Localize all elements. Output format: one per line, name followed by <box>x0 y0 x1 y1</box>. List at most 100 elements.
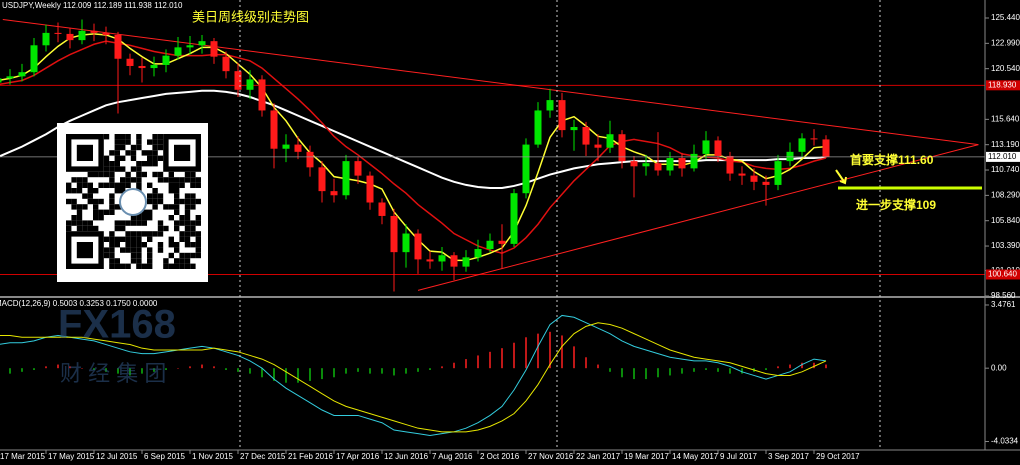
annotation: 进一步支撑109 <box>856 197 936 212</box>
qr-module <box>98 215 104 221</box>
qr-module <box>98 209 104 215</box>
macd-bar <box>57 364 59 369</box>
chart-title: 美日周线级别走势图 <box>192 9 309 24</box>
qr-module <box>114 182 120 188</box>
macd-bar <box>561 335 563 369</box>
qr-module <box>103 252 110 259</box>
x-tick-label: 9 Jul 2017 <box>720 452 757 461</box>
qr-module <box>71 204 77 210</box>
macd-bar <box>285 368 287 383</box>
level-label-box <box>986 80 1020 91</box>
qr-module <box>125 139 131 145</box>
qr-module <box>190 242 196 248</box>
qr-module <box>93 209 99 215</box>
level-label: 100.640 <box>988 270 1017 279</box>
moving-average <box>0 33 827 262</box>
qr-module <box>179 220 185 226</box>
candle-body <box>174 47 182 56</box>
qr-module <box>147 209 153 215</box>
qr-module <box>76 204 83 210</box>
candle-body <box>18 72 26 77</box>
macd-bar <box>429 368 431 370</box>
qr-module <box>168 182 174 188</box>
qr-module <box>114 166 120 172</box>
qr-module <box>93 198 99 205</box>
qr-module <box>174 182 180 188</box>
y-tick-label: 103.390 <box>991 241 1020 250</box>
candle-body <box>594 144 602 148</box>
qr-module <box>184 236 191 242</box>
qr-module <box>114 144 120 151</box>
macd-bar <box>789 364 791 369</box>
qr-module <box>168 252 174 259</box>
candle-body <box>150 64 158 69</box>
candle-body <box>798 138 806 152</box>
qr-module <box>125 150 131 156</box>
qr-module <box>190 182 196 188</box>
candle-body <box>270 110 278 149</box>
macd-bar <box>45 366 47 369</box>
qr-module <box>190 204 196 210</box>
qr-module <box>82 225 88 232</box>
qr-module <box>179 231 185 237</box>
macd-bar <box>345 368 347 374</box>
qr-module <box>157 247 164 253</box>
candle-body <box>474 249 482 258</box>
x-tick-label: 3 Sep 2017 <box>768 452 809 461</box>
qr-module <box>66 182 72 188</box>
qr-code <box>57 123 208 282</box>
qr-module <box>82 204 88 210</box>
qr-module <box>114 139 120 145</box>
macd-bar <box>117 368 119 374</box>
level-label-box <box>986 269 1020 280</box>
macd-line <box>0 322 827 433</box>
qr-module <box>120 247 126 253</box>
qr-module <box>71 220 77 226</box>
candle-body <box>354 161 362 176</box>
qr-module <box>174 263 180 269</box>
macd-bar <box>681 368 683 374</box>
qr-module <box>71 188 77 194</box>
macd-bar <box>33 368 35 370</box>
qr-module <box>125 182 131 188</box>
qr-module <box>174 204 180 210</box>
macd-bar <box>405 368 407 374</box>
qr-module <box>76 209 83 215</box>
qr-module <box>103 155 110 161</box>
qr-module <box>87 188 93 194</box>
qr-module <box>152 231 158 237</box>
qr-module <box>184 258 191 264</box>
candle-body <box>654 163 662 171</box>
candle-body <box>426 259 434 262</box>
annotation: 首要支撑111.60 <box>850 152 934 167</box>
qr-module <box>157 193 164 199</box>
qr-module <box>168 242 174 248</box>
candle-body <box>390 215 398 253</box>
macd-bar <box>477 355 479 369</box>
qr-module <box>76 220 83 226</box>
qr-module <box>103 182 110 188</box>
qr-module <box>152 204 158 210</box>
macd-bar <box>249 368 251 374</box>
x-tick-label: 12 Jun 2016 <box>384 452 429 461</box>
qr-module <box>76 188 83 194</box>
qr-module <box>82 193 88 199</box>
candle-body <box>66 33 74 41</box>
y-tick-label: 120.540 <box>991 64 1020 73</box>
macd-bar <box>81 368 83 369</box>
watermark-name: 财 经 集 团 <box>60 361 166 386</box>
qr-module <box>87 182 93 188</box>
x-tick-label: 19 Mar 2017 <box>624 452 669 461</box>
qr-module <box>76 182 83 188</box>
qr-module <box>87 225 93 232</box>
candle-body <box>438 255 446 262</box>
macd-bar <box>621 368 623 378</box>
macd-pane <box>0 314 827 436</box>
qr-module <box>114 204 120 210</box>
qr-module <box>66 188 72 194</box>
qr-module <box>109 236 115 242</box>
qr-module <box>103 134 110 140</box>
qr-module <box>120 139 126 145</box>
candle-body <box>738 173 746 176</box>
y-tick-label: 105.840 <box>991 216 1020 225</box>
